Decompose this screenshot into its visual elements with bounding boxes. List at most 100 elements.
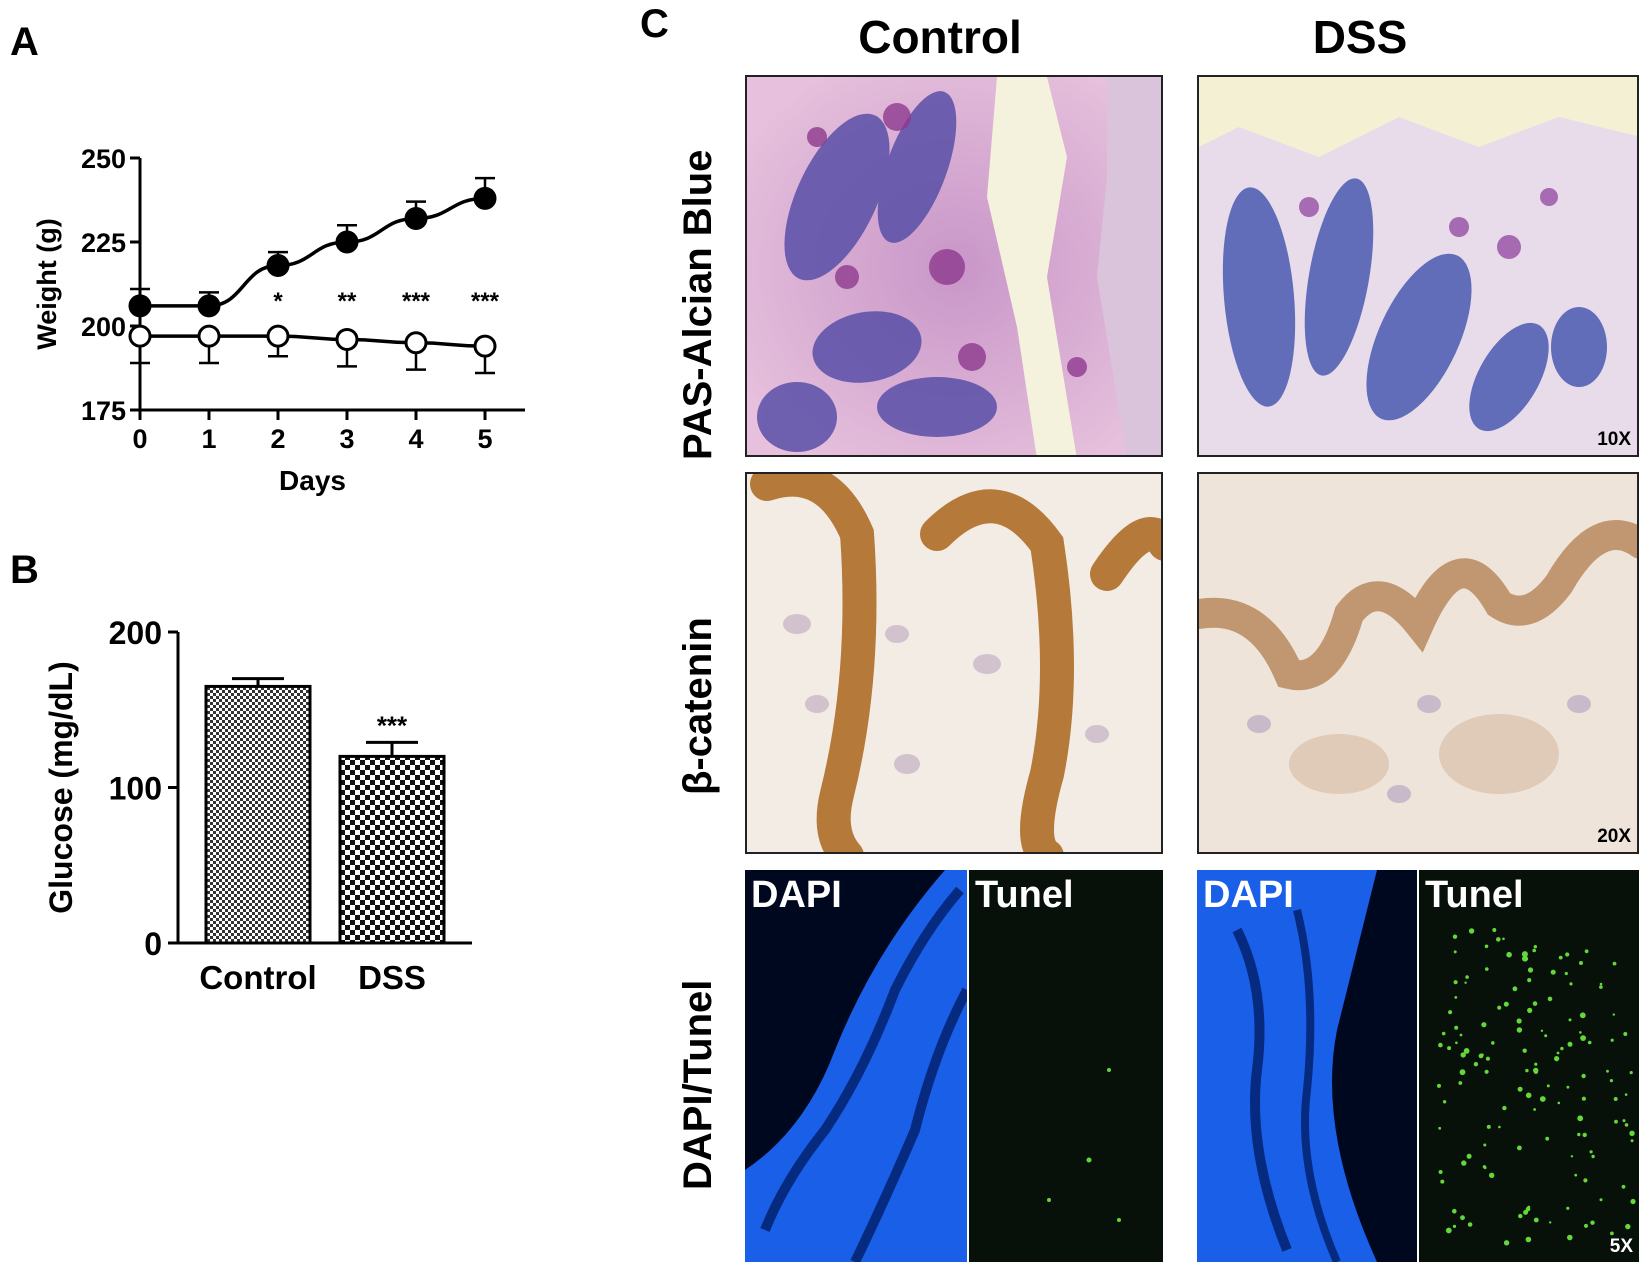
x-tick-label: 3: [339, 424, 354, 454]
tunel-positive-cell: [1591, 1154, 1595, 1159]
tunel-positive-cell: [1454, 1025, 1459, 1030]
tunel-positive-cell: [1516, 1027, 1523, 1033]
filled-point: [335, 230, 359, 254]
tunel-positive-cell: [1467, 1222, 1473, 1227]
y-tick-label: 175: [81, 396, 126, 426]
tunel-positive-cell: [1629, 1130, 1635, 1136]
tunel-positive-cell: [1463, 1048, 1470, 1054]
tunel-positive-cell: [1527, 967, 1534, 973]
significance-label: ***: [402, 288, 431, 315]
tunel-positive-cell: [1579, 961, 1583, 965]
glucose-bar-chart: 0 100 200 Glucose (mg/dL) Control DSS ***: [43, 615, 472, 996]
filled-point: [473, 186, 497, 210]
tunel-positive-cell: [1580, 1035, 1586, 1041]
tunel-positive-cell: [1545, 1136, 1550, 1141]
row-label-pas: PAS-Alcian Blue: [676, 149, 720, 460]
tunel-positive-cell: [1438, 1126, 1442, 1130]
tunel-positive-cell: [1517, 1145, 1522, 1151]
tunel-positive-cell: [1569, 982, 1573, 986]
category-label: Control: [199, 959, 316, 996]
tunel-positive-cell: [1448, 1010, 1453, 1015]
tunel-positive-cell: [1506, 951, 1512, 958]
tunel-positive-cell: [1533, 1069, 1539, 1074]
tunel-positive-cell: [1525, 1068, 1529, 1073]
tunel-positive-cell: [1453, 980, 1458, 985]
tunel-positive-cell: [1566, 1085, 1570, 1089]
tunel-positive-cell: [1613, 1097, 1618, 1101]
row-label-dapi-tunel: DAPI/Tunel: [676, 979, 720, 1190]
tunel-positive-cell: [1609, 1079, 1613, 1083]
tunel-positive-cell: [1502, 937, 1505, 941]
tunel-positive-cell: [1546, 1084, 1550, 1088]
pas-dss-micrograph: 10X: [1197, 75, 1639, 457]
tunel-positive-cell: [1459, 1069, 1466, 1076]
tunel-positive-cell: [1584, 949, 1589, 954]
open-point: [128, 324, 152, 348]
bar: [338, 754, 446, 945]
tunel-positive-cell: [1503, 1001, 1509, 1007]
filled-point: [404, 206, 428, 230]
bar: [204, 684, 312, 945]
tunel-positive-cell: [1557, 1101, 1561, 1105]
tunel-positive-cell: [1438, 1170, 1443, 1174]
dapi-control-micrograph: DAPI: [745, 870, 967, 1262]
y-tick-label: 225: [81, 228, 126, 258]
tunel-positive-cell: [1460, 1215, 1465, 1221]
tunel-positive-cell: [1484, 944, 1489, 949]
tunel-positive-cell: [1599, 985, 1603, 989]
tunel-positive-cell: [1579, 1012, 1586, 1019]
beta-catenin-control-micrograph: [745, 472, 1163, 854]
tunel-positive-cell: [1486, 1124, 1491, 1129]
magnification-label: 5X: [1609, 1236, 1633, 1257]
tunel-positive-cell: [1612, 1013, 1615, 1016]
tunel-positive-cell: [1568, 1018, 1572, 1022]
tunel-positive-cell: [1584, 1223, 1588, 1228]
y-axis-title: Weight (g): [32, 218, 62, 349]
magnification-label: 20X: [1597, 826, 1631, 847]
magnification-label: 10X: [1597, 429, 1631, 450]
tunel-positive-cell: [1624, 1123, 1629, 1127]
tunel-positive-cell: [1599, 982, 1603, 986]
tunel-positive-cell: [1622, 1119, 1626, 1123]
tunel-positive-cell: [1533, 1217, 1539, 1223]
tunel-positive-cell: [1534, 1062, 1538, 1066]
tunel-dss-micrograph: Tunel 5X: [1419, 870, 1639, 1262]
tunel-positive-cell: [1441, 1031, 1446, 1036]
filled-point: [128, 294, 152, 318]
open-point: [266, 324, 290, 348]
tunel-positive-cell: [1564, 971, 1568, 976]
tunel-positive-cell: [1525, 1236, 1532, 1243]
tunel-positive-cell: [1442, 1100, 1447, 1104]
tunel-positive-cell: [1558, 955, 1563, 960]
x-tick-label: 2: [270, 424, 285, 454]
row-label-beta-catenin: β-catenin: [676, 617, 720, 795]
tunel-positive-cell: [1455, 1041, 1458, 1045]
tunel-positive-cell: [1453, 950, 1457, 954]
tunel-positive-cell: [1483, 1143, 1487, 1147]
x-tick-label: 1: [201, 424, 216, 454]
tunel-positive-cell: [1610, 1038, 1614, 1042]
tunel-positive-cell: [1583, 1178, 1588, 1183]
tunel-positive-cell: [1473, 1062, 1479, 1067]
tunel-positive-cell: [1623, 1032, 1628, 1036]
tunel-positive-cell: [1533, 945, 1537, 949]
y-tick-label: 200: [81, 312, 126, 342]
tunel-positive-cell: [1610, 1231, 1614, 1236]
y-tick-label: 100: [109, 771, 162, 807]
tunel-positive-cell: [1466, 1153, 1472, 1159]
tunel-positive-cell: [1614, 1119, 1618, 1124]
tunel-positive-cell: [1556, 1051, 1560, 1055]
open-point: [197, 324, 221, 348]
beta-catenin-dss-micrograph: 20X: [1197, 472, 1639, 854]
significance-label: **: [338, 288, 357, 315]
tunel-positive-cell: [1440, 1179, 1445, 1184]
tunel-positive-cell: [1589, 1150, 1593, 1154]
panel-label-b: B: [10, 548, 39, 592]
tunel-positive-cell: [1577, 1115, 1584, 1122]
tunel-positive-cell: [1452, 1208, 1457, 1214]
tunel-positive-cell: [1516, 1018, 1522, 1024]
pas-control-micrograph: [745, 75, 1163, 457]
dapi-label: DAPI: [751, 874, 842, 916]
tunel-positive-cell: [1525, 1092, 1532, 1099]
